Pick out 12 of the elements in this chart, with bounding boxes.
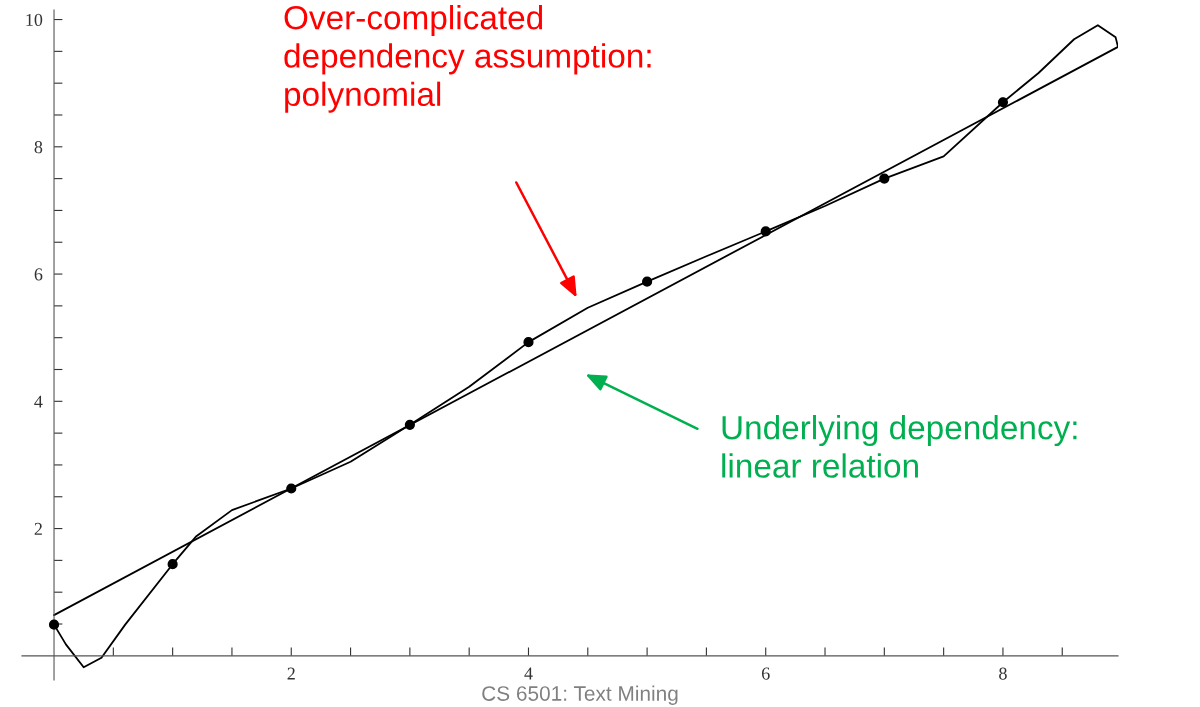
y-tick-label: 6 [34,268,43,281]
y-tick-label: 4 [34,395,43,408]
y-tick-label: 10 [26,13,43,26]
x-tick-label: 4 [524,667,533,680]
annotation: Underlying dependency: linear relation [722,415,1077,478]
y-tick-label: 2 [34,522,42,535]
x-tick-label: 2 [287,667,295,680]
text: CS 6501: Text Mining [482,685,678,705]
y-tick-label: 8 [34,141,43,154]
annotation: Over-complicated dependency assumption: polynomial [284,5,651,113]
x-tick-label: 6 [761,667,770,680]
x-tick-label: 8 [999,667,1007,680]
